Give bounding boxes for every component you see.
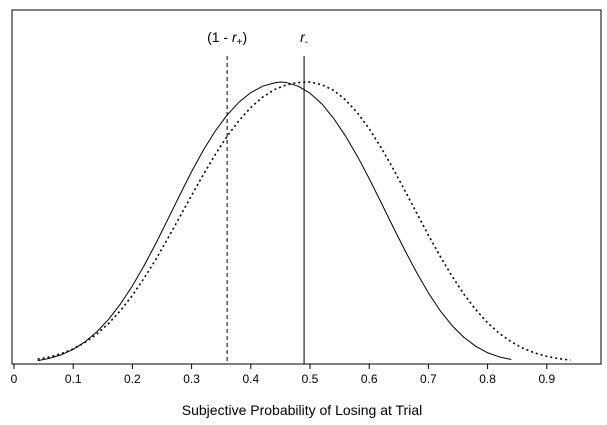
x-tick-label: 0 — [11, 372, 18, 386]
x-axis-ticks: 0 0.1 0.2 0.3 0.4 0.5 0.6 0.7 0.8 0.9 — [11, 364, 555, 386]
x-tick-label: 0.5 — [302, 372, 319, 386]
x-tick-label: 0.3 — [183, 372, 200, 386]
marker-lines: (1 - r+) r- — [207, 29, 308, 364]
marker-label-1: (1 - r+) — [207, 29, 247, 48]
marker-label-prefix: (1 - — [207, 29, 232, 45]
marker-label-suffix: ) — [242, 29, 247, 45]
x-tick-label: 0.9 — [538, 372, 555, 386]
plot-frame — [11, 9, 602, 365]
marker-label-2: r- — [300, 29, 308, 48]
marker-label-sub: - — [305, 37, 308, 48]
x-axis-title: Subjective Probability of Losing at Tria… — [182, 402, 422, 418]
marker-label-var: r — [300, 29, 306, 45]
x-tick-label: 0.2 — [124, 372, 141, 386]
x-tick-label: 0.6 — [361, 372, 378, 386]
series-line-1 — [37, 81, 512, 362]
x-tick-label: 0.7 — [420, 372, 437, 386]
marker-label-var: r — [232, 29, 238, 45]
x-tick-label: 0.1 — [65, 372, 82, 386]
x-tick-label: 0.8 — [479, 372, 496, 386]
x-tick-label: 0.4 — [242, 372, 259, 386]
marker-label-sub: + — [237, 37, 243, 48]
